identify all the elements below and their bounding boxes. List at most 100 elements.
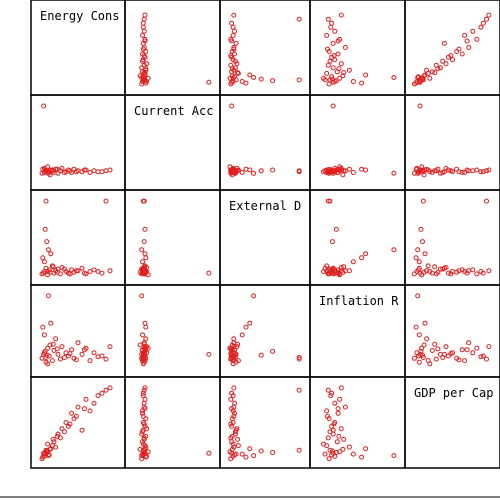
data-point <box>448 271 454 277</box>
data-point <box>139 247 145 253</box>
data-point <box>79 265 85 271</box>
data-point <box>466 45 472 50</box>
data-point <box>411 271 417 277</box>
panel-frame <box>219 284 311 378</box>
data-point <box>445 270 451 276</box>
data-point <box>46 452 52 458</box>
panel-1-4 <box>404 94 500 191</box>
data-point <box>61 170 67 175</box>
panel-0-4 <box>404 0 500 96</box>
data-point <box>363 167 369 173</box>
data-point <box>49 358 55 364</box>
data-point <box>83 167 89 173</box>
data-point <box>338 167 344 173</box>
data-point <box>328 393 334 399</box>
data-point <box>340 172 346 178</box>
data-point <box>228 168 234 174</box>
data-point <box>140 413 146 419</box>
data-point <box>440 266 446 272</box>
panel-frame <box>404 94 500 191</box>
data-point <box>232 429 238 435</box>
panel-frame <box>30 94 126 191</box>
data-point <box>270 450 276 455</box>
data-point <box>359 166 365 172</box>
data-point <box>325 62 331 68</box>
data-point <box>464 347 470 353</box>
data-point <box>333 226 339 232</box>
data-point <box>41 103 47 109</box>
data-point <box>421 172 427 178</box>
data-point <box>417 351 423 357</box>
data-point <box>140 354 146 360</box>
data-point <box>54 269 60 275</box>
data-point <box>441 40 447 46</box>
data-point <box>42 226 48 232</box>
data-point <box>75 268 81 274</box>
data-point <box>416 170 422 175</box>
panel-4-3 <box>309 376 406 469</box>
data-point <box>346 268 352 274</box>
data-point <box>79 427 85 433</box>
data-point <box>229 346 235 352</box>
data-point <box>87 358 93 364</box>
data-point <box>235 341 241 347</box>
data-point <box>140 58 145 64</box>
data-point <box>338 385 344 391</box>
data-point <box>141 28 147 34</box>
data-point <box>95 169 101 175</box>
data-point <box>142 347 148 353</box>
data-point <box>99 390 105 396</box>
data-point <box>325 413 330 419</box>
data-point <box>140 269 146 274</box>
data-point <box>43 198 49 204</box>
data-point <box>140 79 145 84</box>
data-point <box>142 226 148 232</box>
data-point <box>141 70 147 76</box>
data-point <box>61 355 67 360</box>
data-point <box>141 239 147 245</box>
variable-label: GDP per Cap <box>414 386 493 400</box>
data-point <box>296 16 302 22</box>
data-point <box>420 198 426 204</box>
data-point <box>324 70 330 76</box>
data-point <box>413 255 419 261</box>
data-point <box>143 346 149 352</box>
data-point <box>247 446 253 452</box>
data-point <box>243 324 249 330</box>
data-point <box>335 270 341 276</box>
data-point <box>71 416 77 422</box>
data-point <box>329 76 335 82</box>
data-point <box>107 385 113 391</box>
panel-2-2: External D <box>219 189 311 286</box>
data-point <box>346 67 352 73</box>
data-point <box>464 38 470 44</box>
data-point <box>141 387 147 393</box>
data-point <box>325 169 330 175</box>
data-point <box>141 341 147 347</box>
data-point <box>296 447 302 453</box>
data-point <box>336 66 342 72</box>
data-point <box>417 103 423 109</box>
data-point <box>337 75 343 81</box>
data-point <box>230 32 236 38</box>
data-point <box>416 74 421 80</box>
data-point <box>206 270 212 276</box>
data-point <box>95 393 101 399</box>
data-point <box>328 269 334 274</box>
panel-4-1 <box>124 376 221 469</box>
data-point <box>419 345 425 351</box>
data-point <box>331 53 337 59</box>
data-point <box>67 271 73 277</box>
data-point <box>325 168 331 174</box>
data-point <box>258 352 264 358</box>
data-point <box>325 198 331 204</box>
data-point <box>239 332 245 338</box>
data-point <box>103 387 109 393</box>
data-point <box>350 259 356 265</box>
panel-0-0: Energy Cons <box>30 0 126 96</box>
data-point <box>54 166 60 172</box>
data-point <box>363 251 369 257</box>
data-point <box>422 320 428 326</box>
data-point <box>325 16 331 22</box>
panel-3-3: Inflation R <box>309 284 406 378</box>
